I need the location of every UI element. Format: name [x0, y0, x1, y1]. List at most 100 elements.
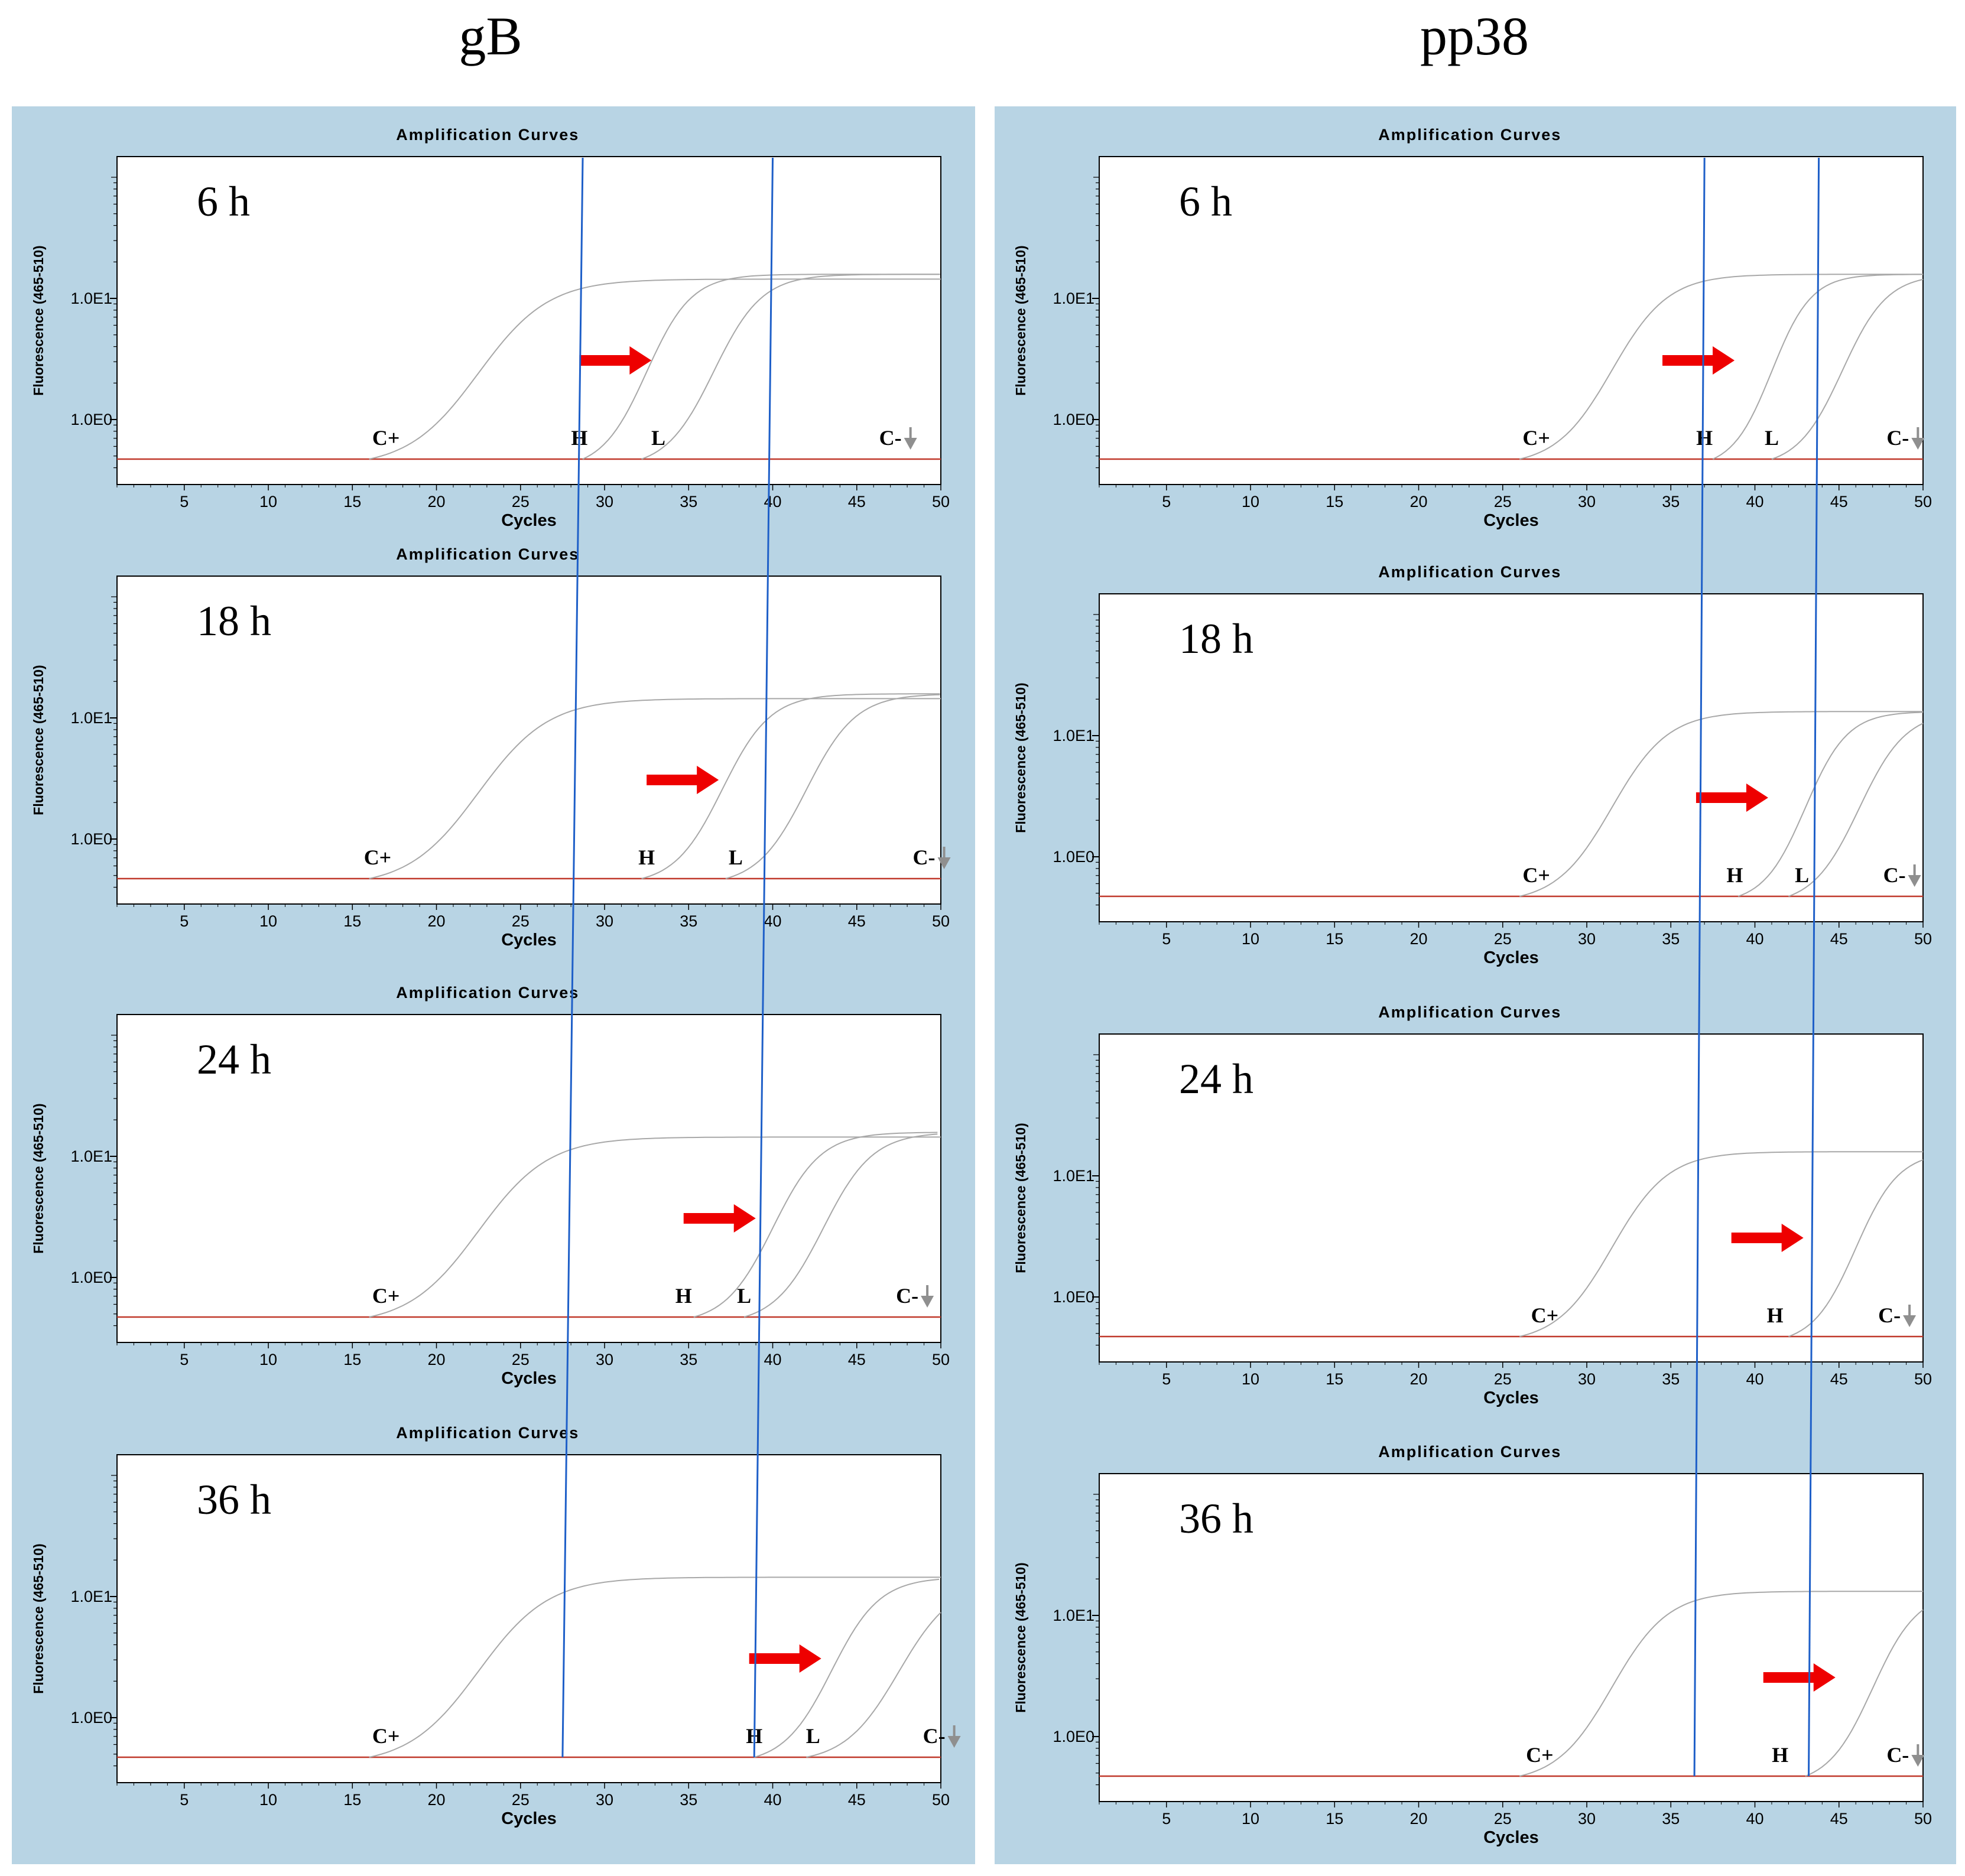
- down-arrow-icon: [947, 1736, 961, 1748]
- plot-area: [116, 156, 941, 485]
- plot-area: [1099, 1473, 1924, 1802]
- x-tick-label: 25: [1494, 1810, 1512, 1828]
- sample-label-C-: C-: [1883, 863, 1906, 887]
- x-tick-label: 40: [764, 1791, 781, 1809]
- x-tick-label: 50: [1914, 1370, 1932, 1388]
- x-tick-label: 5: [1162, 1370, 1171, 1388]
- x-tick-label: 35: [1662, 1810, 1680, 1828]
- x-axis-label: Cycles: [501, 931, 557, 950]
- x-axis-label: Cycles: [1483, 948, 1539, 967]
- x-tick-label: 15: [343, 1791, 361, 1809]
- sample-label-C+: C+: [1522, 426, 1550, 450]
- amplification-curve-L: [725, 694, 940, 879]
- time-label: 6 h: [1179, 178, 1232, 225]
- x-tick-label: 10: [259, 493, 277, 511]
- right-arrow-icon: [647, 766, 719, 794]
- x-tick-label: 35: [1662, 930, 1680, 948]
- right-arrow-icon: [1696, 783, 1768, 812]
- sample-label-C-: C-: [1886, 1743, 1909, 1767]
- x-tick-label: 10: [1242, 1370, 1259, 1388]
- x-tick-label: 45: [848, 493, 866, 511]
- time-label: 6 h: [197, 178, 250, 225]
- right-arrow-icon: [683, 1204, 756, 1233]
- x-tick-label: 5: [180, 493, 189, 511]
- right-arrow-icon: [1662, 346, 1735, 375]
- x-tick-label: 5: [180, 1791, 189, 1809]
- y-tick-label: 1.0E0: [70, 1269, 112, 1286]
- sample-label-H: H: [1772, 1743, 1788, 1767]
- y-tick-label: 1.0E0: [1053, 848, 1094, 866]
- x-tick-label: 50: [932, 1351, 950, 1368]
- amplification-curve-L: [1771, 278, 1924, 460]
- right-arrow-icon: [1763, 1663, 1836, 1692]
- sample-label-L: L: [1795, 863, 1809, 887]
- x-axis-label: Cycles: [1483, 1828, 1539, 1847]
- amplification-curve-C+: [1519, 1591, 1923, 1777]
- x-tick-label: 35: [680, 1351, 697, 1368]
- sample-label-L: L: [737, 1284, 751, 1308]
- sample-label-C+: C+: [1531, 1303, 1559, 1327]
- sample-label-C+: C+: [372, 1724, 400, 1748]
- sample-label-C-: C-: [896, 1284, 918, 1308]
- x-tick-label: 30: [1578, 1810, 1596, 1828]
- y-tick-label: 1.0E0: [70, 1709, 112, 1727]
- sample-label-L: L: [1765, 426, 1779, 450]
- y-axis-label: Fluorescence (465-510): [1013, 682, 1028, 833]
- guide-line-L: [1808, 157, 1820, 1777]
- x-tick-label: 50: [1914, 930, 1932, 948]
- y-tick-label: 1.0E0: [1053, 1728, 1094, 1745]
- sample-label-H: H: [1726, 863, 1743, 887]
- x-tick-label: 50: [932, 912, 950, 930]
- plot-area: [1099, 1033, 1924, 1363]
- amplification-curve-H: [1805, 1609, 1924, 1777]
- x-tick-label: 20: [1410, 1370, 1428, 1388]
- amplification-curve-H: [641, 693, 940, 879]
- x-tick-label: 35: [680, 1791, 697, 1809]
- sample-label-H: H: [1767, 1303, 1784, 1327]
- amplification-curve-C+: [369, 698, 941, 879]
- y-axis-label: Fluorescence (465-510): [31, 1103, 46, 1253]
- x-tick-label: 20: [1410, 1810, 1428, 1828]
- right-arrow-icon: [749, 1644, 821, 1673]
- plot-area: [116, 1454, 941, 1783]
- sample-label-C+: C+: [372, 1284, 400, 1308]
- x-tick-label: 15: [1326, 930, 1343, 948]
- y-tick-label: 1.0E1: [1053, 1167, 1094, 1185]
- x-tick-label: 30: [1578, 930, 1596, 948]
- y-tick-label: 1.0E1: [70, 709, 112, 727]
- sample-label-C-: C-: [1886, 426, 1909, 450]
- plot-area: [116, 576, 941, 905]
- panel-title: Amplification Curves: [1378, 563, 1561, 581]
- amplification-curve-C+: [369, 1136, 941, 1318]
- guide-line-H: [1693, 157, 1706, 1777]
- x-tick-label: 35: [1662, 493, 1680, 511]
- panel-title: Amplification Curves: [396, 1424, 579, 1442]
- amplification-curve-C+: [369, 278, 941, 460]
- x-tick-label: 20: [428, 1351, 446, 1368]
- sample-label-C+: C+: [1526, 1743, 1554, 1767]
- plot-area: [1099, 156, 1924, 485]
- x-tick-label: 25: [1494, 1370, 1512, 1388]
- y-axis-label: Fluorescence (465-510): [1013, 1123, 1028, 1273]
- x-axis-label: Cycles: [1483, 1389, 1539, 1407]
- time-label: 36 h: [1179, 1495, 1253, 1542]
- x-tick-label: 45: [1830, 930, 1848, 948]
- x-axis-label: Cycles: [501, 1809, 557, 1828]
- column-title-gB: gB: [459, 6, 522, 66]
- x-tick-label: 15: [1326, 1370, 1343, 1388]
- time-label: 24 h: [197, 1036, 271, 1083]
- sample-label-L: L: [651, 426, 665, 450]
- time-label: 18 h: [197, 597, 271, 645]
- column-title-pp38: pp38: [1420, 6, 1529, 66]
- x-tick-label: 20: [428, 1791, 446, 1809]
- amplification-curve-L: [1788, 723, 1924, 897]
- right-arrow-icon: [579, 346, 652, 375]
- x-tick-label: 35: [680, 493, 697, 511]
- x-tick-label: 45: [1830, 493, 1848, 511]
- x-tick-label: 30: [1578, 493, 1596, 511]
- x-tick-label: 45: [1830, 1810, 1848, 1828]
- x-tick-label: 40: [1746, 1810, 1763, 1828]
- x-tick-label: 45: [848, 1351, 866, 1368]
- amplification-curve-C+: [1519, 1151, 1923, 1337]
